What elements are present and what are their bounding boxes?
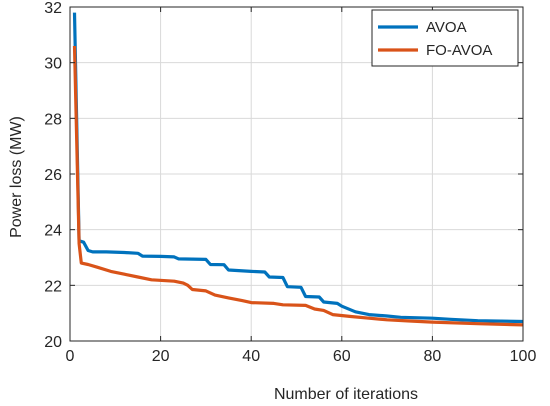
x-tick-label: 60 bbox=[333, 348, 351, 365]
x-tick-label: 40 bbox=[242, 348, 260, 365]
legend-label-fo-avoa: FO-AVOA bbox=[426, 42, 492, 59]
series-line-avoa bbox=[72, 12, 524, 324]
y-tick-label: 20 bbox=[44, 334, 62, 351]
y-tick-label: 32 bbox=[44, 0, 62, 17]
x-tick-label: 80 bbox=[424, 348, 442, 365]
y-tick-label: 30 bbox=[44, 56, 62, 73]
y-axis-label: Power loss (MW) bbox=[8, 116, 25, 238]
x-tick-label: 20 bbox=[152, 348, 170, 365]
legend-box bbox=[371, 9, 519, 67]
y-tick-label: 22 bbox=[44, 278, 62, 295]
y-tick-label: 28 bbox=[44, 111, 62, 128]
series-line-fo-avoa bbox=[72, 45, 524, 327]
series-lines bbox=[72, 12, 524, 327]
x-axis-label: Number of iterations bbox=[274, 386, 418, 403]
legend-label-avoa: AVOA bbox=[426, 19, 467, 36]
x-tick-label: 100 bbox=[510, 348, 537, 365]
x-tick-label: 0 bbox=[66, 348, 75, 365]
y-tick-label: 24 bbox=[44, 223, 62, 240]
y-tick-label: 26 bbox=[44, 167, 62, 184]
legend: AVOA FO-AVOA bbox=[371, 9, 519, 67]
